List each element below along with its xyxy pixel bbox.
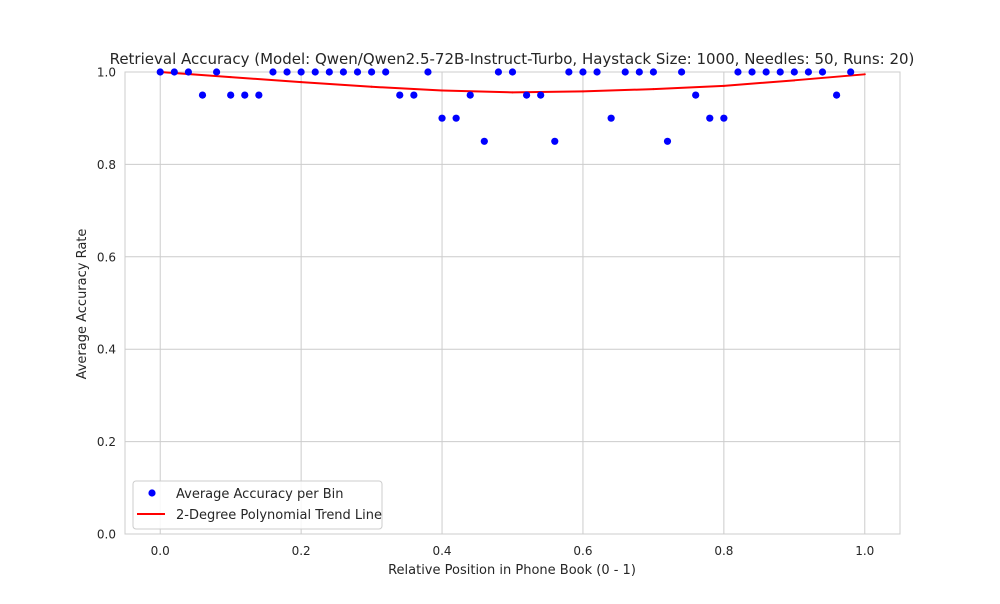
scatter-point (720, 114, 728, 122)
legend-box (132, 480, 383, 530)
y-tick-labels: 0.0 0.2 0.4 0.6 0.8 1.0 (97, 66, 116, 542)
y-tick-label: 0.6 (97, 250, 116, 264)
scatter-point (339, 68, 348, 76)
trend-line-segment (229, 76, 303, 84)
scatter-point (353, 68, 362, 76)
x-tick-label: 0.6 (573, 544, 592, 558)
scatter-point (212, 68, 221, 76)
scatter-point (480, 137, 488, 145)
y-tick-label: 0.2 (97, 435, 116, 449)
scatter-point (184, 68, 193, 76)
trend-line-series (159, 71, 866, 94)
scatter-point (706, 114, 714, 122)
trend-line-segment (652, 84, 725, 91)
x-tick-labels: 0.0 0.2 0.4 0.6 0.8 1.0 (151, 544, 875, 558)
x-tick-label: 0.2 (292, 544, 311, 558)
legend-marker-scatter (148, 489, 156, 497)
axes-background (125, 72, 900, 534)
x-axis-label: Relative Position in Phone Book (0 - 1) (388, 563, 636, 578)
scatter-point (649, 68, 658, 76)
scatter-point (438, 114, 446, 122)
scatter-point (522, 91, 531, 99)
y-tick-label: 0.0 (97, 528, 116, 542)
scatter-point (269, 68, 277, 76)
scatter-point (635, 68, 643, 76)
scatter-point (762, 68, 770, 76)
scatter-point (790, 68, 798, 76)
scatter-point (311, 68, 319, 76)
scatter-point (537, 91, 545, 99)
scatter-point (283, 68, 291, 76)
scatter-point (452, 114, 460, 122)
scatter-point (156, 68, 164, 76)
scatter-point (241, 91, 249, 99)
scatter-point (734, 68, 742, 76)
x-tick-label: 1.0 (855, 544, 874, 558)
scatter-point (227, 91, 235, 99)
x-tick-label: 0.0 (151, 544, 170, 558)
scatter-point (410, 91, 418, 99)
scatter-point (677, 68, 686, 76)
y-tick-label: 0.8 (97, 158, 116, 172)
y-tick-label: 0.4 (97, 343, 116, 357)
scatter-point (424, 68, 432, 76)
trend-line-segment (511, 90, 584, 94)
scatter-point (776, 68, 784, 76)
scatter-point (367, 68, 376, 76)
legend: Average Accuracy per Bin 2-Degree Polyno… (132, 480, 383, 530)
scatter-point (593, 68, 601, 76)
trend-line-segment (300, 81, 373, 88)
legend-label-trend-line: 2-Degree Polynomial Trend Line (176, 508, 382, 523)
trend-line-segment (370, 85, 444, 92)
scatter-point (748, 68, 756, 76)
y-tick-label: 1.0 (97, 66, 116, 80)
scatter-point (565, 68, 573, 76)
scatter-point (508, 68, 517, 76)
scatter-point (551, 137, 559, 145)
trend-line-segment (581, 88, 655, 93)
scatter-point (579, 68, 587, 76)
scatter-point (170, 68, 178, 76)
trend-line-segment (793, 73, 866, 82)
scatter-point (621, 68, 629, 76)
x-tick-label: 0.8 (714, 544, 733, 558)
legend-label-scatter: Average Accuracy per Bin (176, 487, 344, 502)
scatter-point (255, 91, 263, 99)
scatter-point (692, 91, 700, 99)
chart-title: Retrieval Accuracy (Model: Qwen/Qwen2.5-… (110, 50, 915, 68)
scatter-point (466, 91, 474, 99)
scatter-point (832, 91, 841, 99)
scatter-point (607, 114, 615, 122)
scatter-series (156, 68, 855, 145)
scatter-point (818, 68, 827, 76)
plot-area: 0.0 0.2 0.4 0.6 0.8 1.0 0.0 0.2 0.4 0.6 0.8 1.0 (97, 66, 901, 558)
y-axis-label: Average Accuracy Rate (75, 229, 90, 380)
scatter-point (382, 68, 390, 76)
scatter-point (663, 137, 672, 145)
data-series (156, 68, 866, 145)
scatter-point (325, 68, 333, 76)
scatter-point (847, 68, 855, 76)
scatter-point (297, 68, 305, 76)
x-tick-label: 0.4 (432, 544, 451, 558)
scatter-point (198, 91, 207, 99)
trend-line-segment (722, 79, 796, 87)
scatter-point (494, 68, 503, 76)
scatter-point (804, 68, 813, 76)
scatter-point (396, 91, 404, 99)
trend-line-segment (441, 89, 514, 94)
